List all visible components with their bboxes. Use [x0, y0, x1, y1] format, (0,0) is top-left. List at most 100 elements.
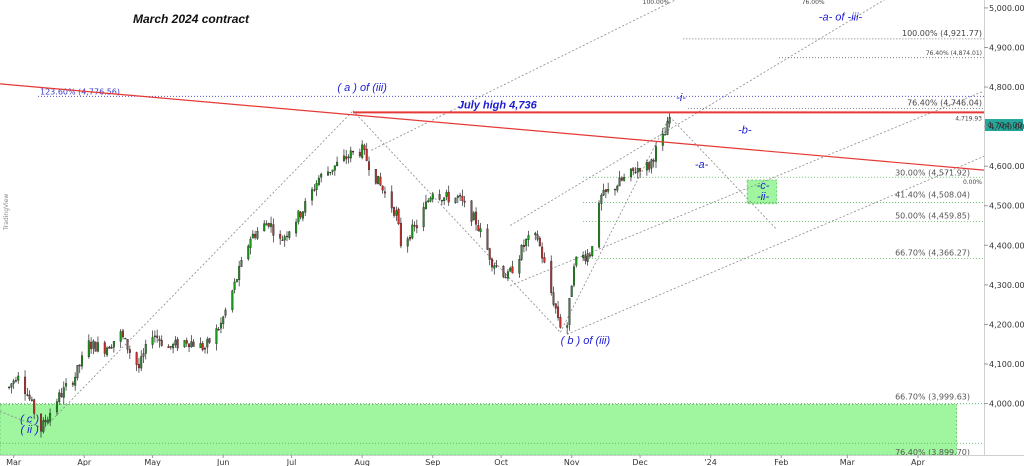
- wave-label: -i-: [676, 92, 686, 104]
- candle-body: [286, 235, 289, 238]
- candle-body: [511, 266, 514, 274]
- candle-body: [552, 292, 555, 305]
- wave-label: ( a ) of (iii): [337, 82, 387, 94]
- candle-body: [167, 346, 170, 349]
- candle-body: [368, 161, 371, 170]
- candle-body: [140, 356, 143, 369]
- candle-body: [525, 238, 528, 247]
- candle-body: [566, 325, 569, 328]
- candle-body: [188, 343, 191, 348]
- candle-body: [409, 237, 412, 240]
- candle-body: [279, 234, 282, 239]
- candle-body: [664, 134, 667, 136]
- candle-body: [527, 235, 530, 240]
- candle-body: [304, 201, 307, 213]
- candle-body: [137, 363, 140, 369]
- candle-body: [668, 117, 671, 124]
- candle-body: [313, 189, 316, 191]
- candle-body: [488, 248, 491, 260]
- candle-body: [40, 413, 43, 432]
- channel-line: [0, 411, 46, 430]
- candle-body: [222, 316, 225, 324]
- wave-label: -a-: [695, 159, 709, 171]
- candle-body: [249, 238, 252, 248]
- candle-body: [493, 265, 496, 269]
- candle-body: [144, 344, 147, 354]
- candle-body: [588, 254, 591, 257]
- candle-body: [80, 355, 83, 367]
- wave-label: ( b ) of (iii): [561, 335, 611, 347]
- candle-body: [424, 201, 427, 209]
- candle-body: [240, 260, 243, 267]
- y-axis-ticks: 4,900.00 4,800.00 4,700.00 4,600.00 4,500.00…: [984, 4, 1024, 409]
- candle-body: [55, 401, 58, 413]
- candle-body: [156, 335, 159, 338]
- candle-body: [607, 189, 610, 192]
- candle-body: [358, 152, 361, 157]
- candle-body: [652, 159, 655, 162]
- fib-level-label: 100.00%: [643, 0, 670, 6]
- candle-body: [602, 189, 605, 196]
- candle-body: [58, 392, 61, 403]
- candle-body: [518, 259, 521, 274]
- fib-level-label: 100.00% (4,921.77): [902, 29, 982, 38]
- candle-body: [17, 375, 20, 381]
- x-axis-ticks: Mar Apr May Jun Jul Aug Sep Oct Nov Dec '24 Feb Mar A…: [6, 455, 926, 466]
- fib-level-label: 0.00%: [963, 179, 982, 186]
- fib-level-label: 76.40% (4,746.04): [907, 98, 982, 107]
- candle-body: [96, 342, 99, 352]
- y-tick-label: 5,000.00: [989, 4, 1024, 13]
- candle-body: [618, 177, 621, 187]
- candle-body: [281, 239, 284, 241]
- candle-body: [251, 233, 254, 239]
- candle-body: [126, 339, 129, 350]
- red-trendline: July high 4,736 4,704.00: [0, 83, 1023, 171]
- candle-body: [582, 254, 585, 258]
- candle-body: [33, 399, 36, 414]
- candle-body: [317, 177, 320, 185]
- y-tick-label: 4,900.00: [989, 43, 1024, 52]
- candle-body: [12, 380, 15, 384]
- fib-level-label: 66.70% (3,999.63): [895, 393, 970, 402]
- candle-body: [153, 335, 156, 338]
- y-tick-label: 4,700.00: [989, 123, 1024, 132]
- channel-line: [352, 110, 561, 333]
- candle-body: [42, 420, 45, 433]
- candle-body: [454, 197, 457, 204]
- fib-level-label: 50.00% (4,459.85): [895, 212, 970, 221]
- candle-body: [119, 331, 122, 342]
- candle-body: [570, 285, 573, 297]
- candle-body: [472, 212, 475, 221]
- x-tick-label: Nov: [564, 458, 580, 466]
- candle-body: [329, 171, 332, 174]
- candle-body: [620, 177, 623, 181]
- candle-body: [169, 346, 172, 348]
- candle-body: [559, 317, 562, 328]
- candle-body: [94, 341, 97, 352]
- candle-body: [381, 185, 384, 191]
- fib-level-label: 30.00% (4,571.92): [895, 168, 970, 177]
- candle-body: [327, 171, 330, 176]
- candle-body: [295, 221, 298, 234]
- candle-body: [445, 192, 448, 197]
- candle-body: [110, 346, 113, 349]
- candle-body: [661, 133, 664, 146]
- wave-label: -c-: [757, 180, 770, 192]
- candle-body: [172, 344, 175, 349]
- candle-body: [203, 348, 206, 350]
- candle-body: [311, 189, 314, 201]
- candle-body: [584, 255, 587, 262]
- candle-body: [440, 200, 443, 202]
- candle-body: [349, 150, 352, 159]
- candle-body: [427, 200, 430, 203]
- candle-body: [541, 246, 544, 259]
- candle-body: [272, 224, 275, 236]
- candle-body: [92, 340, 95, 349]
- candle-body: [598, 203, 601, 248]
- chart-title: March 2024 contract: [133, 12, 250, 26]
- candle-body: [219, 322, 222, 329]
- channel-line: [371, 0, 677, 151]
- y-tick-label: 4,300.00: [989, 281, 1024, 290]
- candle-body: [60, 393, 63, 397]
- x-tick-label: Dec: [632, 458, 647, 466]
